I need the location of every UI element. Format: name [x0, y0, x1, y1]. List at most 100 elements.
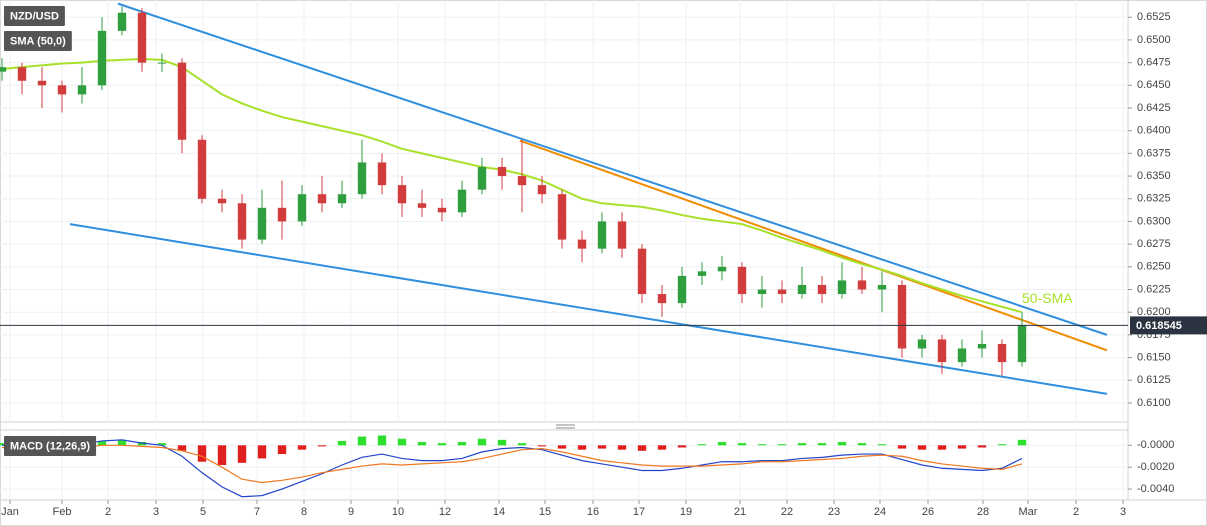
- indicator-label: SMA (50,0): [4, 31, 72, 51]
- candle-body: [577, 239, 587, 249]
- x-tick-label: 2: [1073, 506, 1079, 518]
- y-tick-label: 0.6100: [1137, 397, 1171, 409]
- y-tick-label: 0.6275: [1137, 238, 1171, 250]
- histogram-bar: [0, 443, 7, 446]
- trend-line: [519, 139, 1108, 352]
- x-tick-label: 16: [587, 506, 599, 518]
- histogram-bar: [197, 445, 207, 462]
- histogram-bar: [497, 439, 507, 446]
- x-tick-label: 7: [254, 506, 260, 518]
- candle-body: [457, 189, 467, 213]
- y-tick-label: 0.6325: [1137, 193, 1171, 205]
- candle-body: [277, 207, 287, 222]
- histogram-bar: [817, 443, 827, 446]
- histogram-bar: [857, 443, 867, 446]
- candle-body: [977, 343, 987, 349]
- y-tick-label: 0.6500: [1137, 34, 1171, 46]
- candle-body: [817, 284, 827, 295]
- candle-body: [37, 80, 47, 86]
- histogram-bar: [837, 442, 847, 446]
- candle-body: [297, 194, 307, 222]
- candle-body: [397, 185, 407, 204]
- last-price-box: [1130, 316, 1207, 335]
- histogram-bar: [777, 444, 787, 446]
- y-tick-label: 0.6475: [1137, 57, 1171, 69]
- histogram-bar: [717, 442, 727, 446]
- candle-body: [197, 139, 207, 199]
- histogram-bar: [437, 443, 447, 446]
- trend-line: [117, 2, 1108, 336]
- candle-body: [117, 12, 127, 31]
- candle-body: [737, 266, 747, 295]
- candle-body: [657, 294, 667, 304]
- histogram-bar: [737, 443, 747, 446]
- histogram-bar: [937, 445, 947, 450]
- histogram-bar: [657, 445, 667, 450]
- candle-body: [177, 62, 187, 140]
- x-tick-label: 12: [439, 506, 451, 518]
- trend-line: [69, 223, 1108, 395]
- histogram-bar: [377, 435, 387, 446]
- label-box: [4, 436, 97, 456]
- candle-body: [377, 162, 387, 186]
- histogram-bar: [477, 438, 487, 446]
- candle-body: [337, 194, 347, 204]
- x-tick-label: 8: [301, 506, 307, 518]
- x-tick-label: 23: [828, 506, 840, 518]
- x-tick-label: 22: [781, 506, 793, 518]
- histogram-bar: [517, 443, 527, 446]
- x-tick-label: 14: [493, 506, 505, 518]
- candle-body: [597, 221, 607, 249]
- x-tick-label: Jan: [1, 506, 19, 518]
- candle-body: [997, 343, 1007, 363]
- symbol-label: NZD/USD: [4, 6, 65, 26]
- histogram-bar: [237, 445, 247, 463]
- y-tick-label: 0.6125: [1137, 374, 1171, 386]
- y-tick-label: 0.6200: [1137, 306, 1171, 318]
- sma-annotation: 50-SMA: [1022, 290, 1073, 306]
- histogram-bar: [557, 445, 567, 449]
- histogram-bar: [797, 443, 807, 446]
- histogram-bar: [157, 443, 167, 446]
- histogram-bar: [757, 444, 767, 446]
- label-text: SMA (50,0): [10, 35, 66, 47]
- x-tick-label: 28: [977, 506, 989, 518]
- x-tick-label: 15: [539, 506, 551, 518]
- last-price-label: 0.618545: [1136, 320, 1182, 332]
- histogram-bar: [337, 440, 347, 446]
- candle-body: [437, 207, 447, 213]
- histogram-bar: [117, 439, 127, 446]
- macd-line: [2, 439, 1023, 498]
- candle-body: [537, 185, 547, 195]
- histogram-bar: [297, 445, 307, 450]
- candle-body: [777, 289, 787, 295]
- x-tick-label: 26: [922, 506, 934, 518]
- histogram-bar: [277, 445, 287, 455]
- candle-body: [517, 176, 527, 186]
- histogram-bar: [537, 445, 547, 447]
- histogram-bar: [977, 445, 987, 448]
- candle-body: [1017, 325, 1027, 363]
- label-box: [4, 31, 72, 51]
- histogram-bar: [177, 445, 187, 451]
- y-tick-label: 0.6450: [1137, 79, 1171, 91]
- histogram-bar: [257, 445, 267, 459]
- candle-body: [957, 348, 967, 363]
- x-tick-label: 17: [633, 506, 645, 518]
- histogram-bar: [637, 445, 647, 451]
- x-tick-label: 19: [680, 506, 692, 518]
- resize-handle[interactable]: [556, 424, 575, 429]
- y-tick-label: -0.0040: [1137, 483, 1174, 495]
- label-text: NZD/USD: [10, 10, 59, 22]
- indicator-label: MACD (12,26,9): [4, 436, 97, 456]
- candle-body: [57, 85, 67, 95]
- x-tick-label: 3: [1120, 506, 1126, 518]
- candle-body: [217, 198, 227, 204]
- candle-body: [417, 203, 427, 208]
- candle-body: [257, 207, 267, 240]
- histogram-bar: [957, 445, 967, 449]
- signal-line: [2, 444, 1023, 484]
- y-tick-label: 0.6525: [1137, 11, 1171, 23]
- candle-body: [637, 248, 647, 295]
- histogram-bar: [897, 445, 907, 449]
